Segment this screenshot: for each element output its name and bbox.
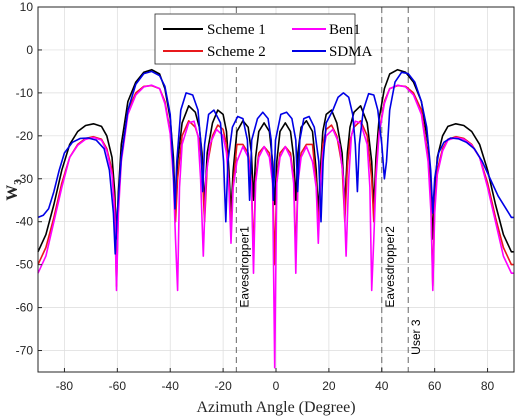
legend: Scheme 1 Scheme 2 Ben1 SDMA: [154, 13, 373, 65]
legend-label-sdma: SDMA: [329, 44, 373, 60]
legend-label-scheme1: Scheme 1: [207, 22, 266, 38]
x-tick-label: -20: [214, 379, 232, 393]
y-axis-label-main: W: [4, 185, 21, 201]
y-tick-label: -70: [16, 344, 34, 358]
y-tick-label: -20: [16, 129, 34, 143]
x-axis-label: Azimuth Angle (Degree): [196, 399, 355, 416]
x-tick-label: 60: [428, 379, 442, 393]
x-tick-label: -40: [162, 379, 180, 393]
x-tick-label: 80: [481, 379, 495, 393]
annotation-label: User 3: [409, 319, 423, 355]
y-tick-label: -40: [16, 215, 34, 229]
series-lines: [37, 68, 514, 369]
x-tick-label: 40: [375, 379, 389, 393]
x-tick-label: 20: [322, 379, 336, 393]
legend-box: [154, 13, 356, 65]
annotation-label: Eavesdropper1: [237, 226, 251, 308]
x-tick-label: -60: [109, 379, 127, 393]
y-axis-label-sub: 3: [12, 179, 24, 185]
series-line: [37, 84, 514, 369]
y-tick-label: 10: [20, 0, 34, 14]
y-axis-label: W3: [4, 179, 24, 201]
legend-label-ben1: Ben1: [329, 22, 361, 38]
legend-label-scheme2: Scheme 2: [207, 44, 266, 60]
x-tick-label: 0: [273, 379, 280, 393]
series-line: [37, 70, 514, 255]
annotations: Eavesdropper1 Eavesdropper2 User 3: [237, 226, 423, 355]
y-tick-label: -60: [16, 301, 34, 315]
x-tick-label: -80: [56, 379, 74, 393]
y-tick-label: -30: [16, 172, 34, 186]
y-tick-label: -10: [16, 86, 34, 100]
vertical-marker-lines: [235, 7, 409, 372]
annotation-label: Eavesdropper2: [383, 226, 397, 308]
y-tick-label: -50: [16, 258, 34, 272]
axis-ticks: -80 -60 -40 -20 0 20 40 60 80100-10-20-30-40-50-…: [16, 0, 495, 393]
y-tick-label: 0: [26, 43, 33, 57]
